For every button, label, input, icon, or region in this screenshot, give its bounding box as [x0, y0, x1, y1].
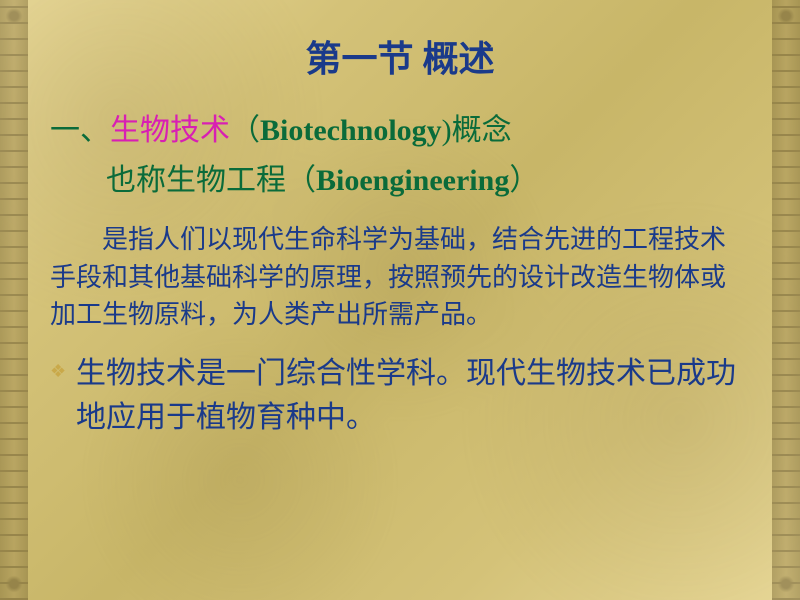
subheading-line: 也称生物工程（Bioengineering）: [106, 155, 750, 199]
subheading-english: Bioengineering: [316, 164, 509, 197]
heading-prefix: 一、: [50, 114, 110, 147]
bullet-paragraph: 生物技术是一门综合性学科。现代生物技术已成功地应用于植物育种中。: [50, 352, 750, 439]
heading-paren-close: )概念: [442, 114, 512, 147]
heading-paren-open: （: [230, 114, 260, 147]
slide-title: 第一节 概述: [50, 30, 750, 82]
heading-english: Biotechnology: [260, 114, 442, 147]
heading-highlight: 生物技术: [110, 114, 230, 147]
slide-content: 第一节 概述 一、生物技术（Biotechnology)概念 也称生物工程（Bi…: [0, 0, 800, 459]
subheading-after: ）: [509, 164, 539, 197]
body-paragraph: 是指人们以现代生命科学为基础，结合先进的工程技术手段和其他基础科学的原理，按照预…: [50, 221, 750, 334]
subheading-before: 也称生物工程（: [106, 164, 316, 197]
heading-line: 一、生物技术（Biotechnology)概念: [50, 108, 750, 153]
